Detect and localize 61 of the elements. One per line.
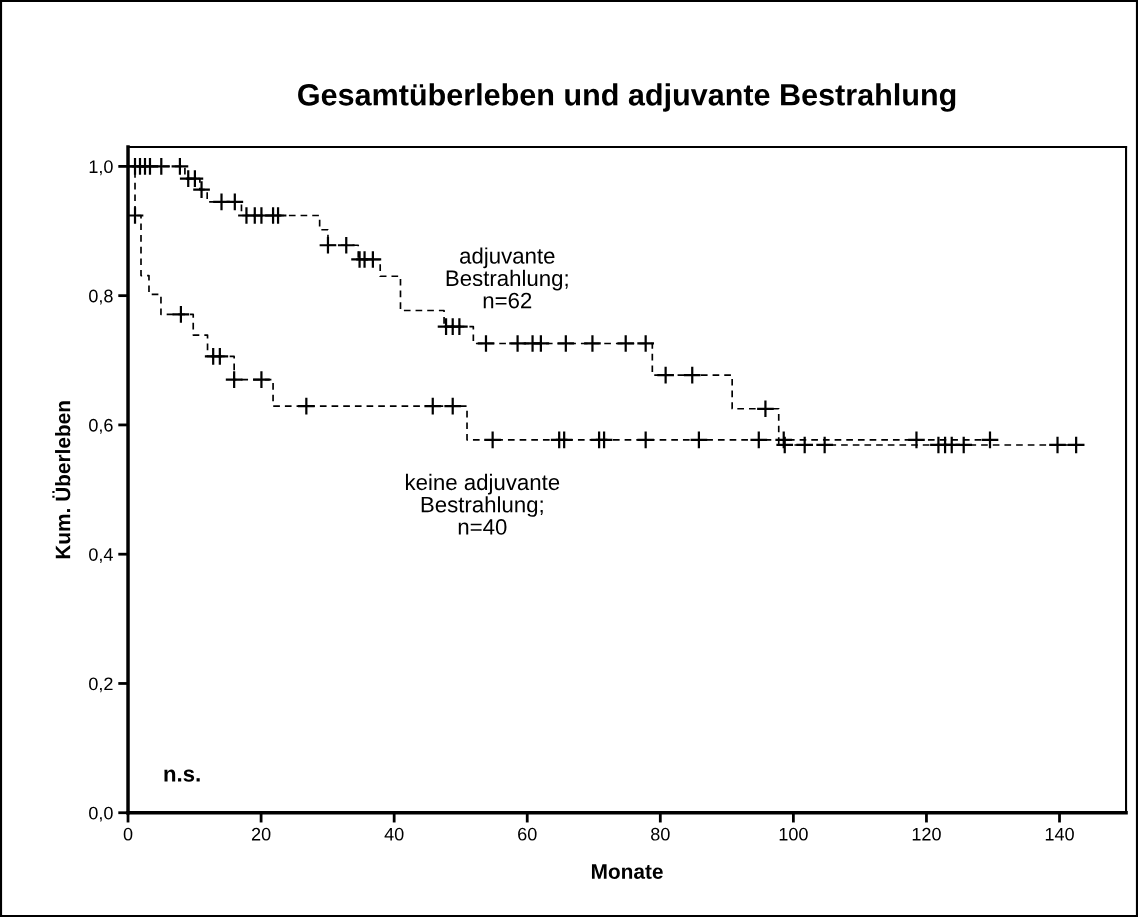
point xyxy=(774,430,794,450)
point xyxy=(795,435,815,455)
point xyxy=(749,430,769,450)
point xyxy=(583,334,602,353)
y-tick-label: 1,0 xyxy=(89,160,113,176)
y-axis-title: Kum. Überleben xyxy=(52,401,71,559)
point xyxy=(170,156,190,176)
point xyxy=(775,435,795,455)
annotation: adjuvante Bestrahlung; n=62 xyxy=(446,247,568,309)
y-tick-label: 0,4 xyxy=(89,548,113,564)
point xyxy=(151,156,171,176)
point xyxy=(755,399,775,419)
x-tick-label: 120 xyxy=(912,827,941,841)
point xyxy=(682,365,702,385)
point xyxy=(476,334,496,353)
point xyxy=(210,346,230,366)
point xyxy=(954,435,974,455)
point xyxy=(336,235,356,255)
point xyxy=(225,192,245,212)
x-tick-label: 40 xyxy=(384,827,404,841)
point xyxy=(483,430,503,450)
point xyxy=(192,180,211,200)
point xyxy=(296,396,316,416)
point xyxy=(224,370,244,390)
point xyxy=(636,334,656,353)
point xyxy=(554,430,574,450)
point xyxy=(531,334,551,353)
point xyxy=(594,430,614,450)
point xyxy=(423,396,443,416)
annotation: keine adjuvante Bestrahlung; n=40 xyxy=(405,473,560,535)
point xyxy=(656,365,676,385)
x-axis-title: Monate xyxy=(591,864,663,879)
x-tick-label: 100 xyxy=(779,827,808,841)
point xyxy=(318,235,338,255)
y-tick-label: 0,0 xyxy=(89,806,113,822)
point xyxy=(556,334,576,353)
point xyxy=(449,317,469,337)
x-tick-label: 60 xyxy=(518,827,537,841)
point xyxy=(251,370,271,390)
chart-title: Gesamtüberleben und adjuvante Bestrahlung xyxy=(298,83,956,112)
y-tick-label: 0,8 xyxy=(89,289,113,305)
point xyxy=(815,435,835,455)
point xyxy=(980,430,1000,450)
point xyxy=(907,430,926,450)
point xyxy=(616,334,636,353)
x-tick-label: 20 xyxy=(251,827,271,841)
point xyxy=(1048,435,1067,455)
y-tick-label: 0,2 xyxy=(89,677,113,693)
point xyxy=(689,430,709,450)
point xyxy=(1066,435,1086,455)
x-tick-label: 80 xyxy=(651,827,670,841)
point xyxy=(636,430,656,450)
x-tick-label: 140 xyxy=(1045,827,1074,841)
x-tick-label: 0 xyxy=(123,827,133,841)
point xyxy=(268,206,288,225)
point xyxy=(363,250,383,269)
point xyxy=(171,304,191,324)
point xyxy=(185,169,205,189)
y-tick-label: 0,6 xyxy=(89,418,113,434)
annotation: n.s. xyxy=(164,769,200,782)
point xyxy=(443,396,463,416)
